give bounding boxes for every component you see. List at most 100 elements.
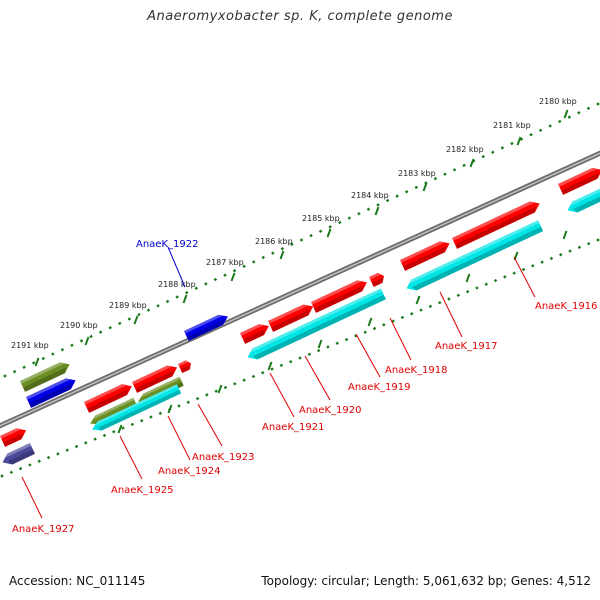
gene-anaek-1923-highlight	[178, 360, 188, 367]
scale-dot	[213, 277, 218, 282]
scale-dot	[184, 290, 189, 295]
gene-olive-outer	[20, 362, 70, 392]
scale-dot	[204, 282, 208, 286]
gene-cyan-1-body	[92, 384, 182, 431]
gene-anaek-1924-shade	[135, 370, 174, 393]
gene-label-leader	[304, 355, 331, 401]
gene-red-edge-body	[558, 167, 600, 195]
inner-major-tick	[217, 384, 223, 394]
inner-scale-dot	[326, 345, 330, 349]
gene-label: AnaeK_1917	[435, 341, 497, 352]
kbp-major-tick	[34, 357, 40, 367]
inner-scale-dot	[428, 304, 433, 309]
gene-anaek-1921-shade	[243, 328, 266, 344]
inner-scale-dot	[186, 400, 190, 404]
inner-scale-dot	[465, 289, 470, 294]
backbone-highlight	[0, 152, 600, 427]
gene-olive-inner-1-body	[90, 397, 138, 425]
scale-dot	[519, 137, 524, 141]
kbp-tick-label: 2190 kbp	[60, 321, 98, 330]
kbp-major-tick	[563, 109, 569, 119]
kbp-major-tick	[230, 272, 236, 282]
kbp-major-tick	[133, 315, 139, 325]
gene-label-leader	[355, 333, 381, 378]
scale-dot	[108, 326, 112, 330]
kbp-tick-label: 2191 kbp	[11, 341, 49, 350]
gene-anaek-1919	[311, 280, 367, 313]
gene-label: AnaeK_1920	[299, 405, 361, 416]
scale-dot	[481, 154, 485, 159]
gene-label-leader	[167, 246, 186, 288]
gene-anaek-1917-body	[400, 241, 450, 271]
scale-dot	[357, 211, 361, 216]
inner-major-tick	[465, 273, 471, 283]
gene-cyan-edge-highlight	[570, 188, 600, 206]
inner-scale-dot	[18, 466, 23, 471]
gene-anaek-1922-shade	[186, 319, 225, 341]
genome-summary-text: Topology: circular; Length: 5,061,632 bp…	[261, 574, 591, 588]
gene-anaek-1916-body	[452, 201, 540, 249]
inner-scale-dot	[521, 267, 526, 272]
gene-label-leader	[513, 256, 536, 298]
inner-scale-dot	[335, 341, 339, 345]
gene-label-leader	[389, 317, 412, 361]
gene-anaek-1927-body	[0, 428, 27, 447]
gene-olive-outer-shade	[23, 367, 67, 392]
inner-scale-dot	[158, 411, 163, 416]
gene-anaek-1920-body	[268, 304, 314, 332]
gene-label: AnaeK_1925	[111, 485, 173, 496]
inner-scale-dot	[559, 253, 563, 257]
inner-scale-dot	[93, 437, 97, 441]
scale-dot	[60, 347, 65, 352]
outer-kbp-scale: 2180 kbp 2181 kbp 2182 kbp 2183 kbp 2184 kbp…	[3, 97, 600, 378]
gene-olive-inner-1-highlight	[93, 397, 135, 420]
scale-dot	[529, 132, 533, 137]
inner-scale-dot	[0, 474, 4, 478]
gene-anaek-1918-body	[369, 272, 385, 287]
kbp-tick-label: 2188 kbp	[158, 280, 196, 289]
gene-label: AnaeK_1918	[385, 365, 447, 376]
gene-label-leader	[167, 415, 191, 461]
kbp-major-tick	[84, 336, 90, 346]
kbp-major-tick	[422, 182, 428, 192]
kbp-major-tick	[326, 228, 332, 238]
scale-dot	[271, 251, 275, 255]
kbp-major-tick	[182, 294, 188, 304]
gene-olive-outer-body	[20, 362, 70, 392]
inner-scale-dot	[205, 393, 209, 397]
scale-dot	[318, 229, 323, 233]
scale-dot	[414, 185, 419, 190]
scale-dot	[79, 339, 84, 343]
inner-scale-dot	[307, 352, 312, 357]
gene-red-edge-highlight	[558, 167, 597, 187]
gene-cyan-3	[406, 220, 544, 291]
scale-dot	[548, 124, 552, 128]
gene-slate-body	[2, 443, 35, 465]
inner-major-tick	[267, 361, 273, 371]
inner-scale-dot	[139, 418, 144, 423]
scale-dot	[156, 304, 160, 308]
gene-anaek-1917-highlight	[400, 241, 445, 263]
gene-slate	[2, 443, 35, 465]
inner-scale-dot	[288, 359, 293, 364]
inner-scale-dot	[242, 378, 246, 382]
scale-dot	[338, 220, 342, 225]
gene-label: AnaeK_1922	[136, 239, 198, 250]
inner-scale-dot	[214, 389, 218, 393]
gene-cyan-edge	[567, 188, 600, 213]
scale-dot	[395, 194, 399, 198]
gene-anaek-1924	[132, 365, 178, 393]
inner-scale-dot	[84, 441, 88, 445]
gene-slate-shade	[8, 449, 35, 465]
gene-blue-outer	[26, 378, 76, 408]
gene-anaek-1925-body	[84, 384, 132, 413]
scale-dot	[557, 119, 562, 124]
inner-scale-dot	[447, 297, 451, 301]
gene-anaek-1927-shade	[3, 433, 24, 447]
gene-blue-outer-body	[26, 378, 76, 408]
kbp-tick-label: 2182 kbp	[446, 145, 484, 154]
gene-anaek-1916-shade	[455, 206, 537, 249]
scale-dot	[261, 255, 265, 260]
scale-dot	[41, 356, 46, 361]
scale-dot	[500, 146, 505, 150]
